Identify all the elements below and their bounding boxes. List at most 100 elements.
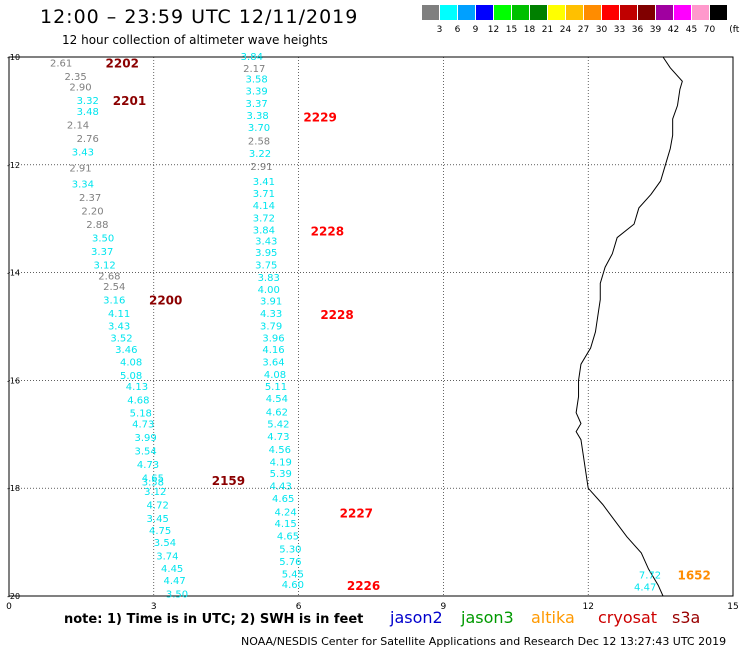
legend-bin-label: 42 bbox=[667, 25, 680, 35]
swh-value: 3.70 bbox=[248, 123, 270, 134]
legend-bin-label: 30 bbox=[595, 25, 608, 35]
swh-value: 2.61 bbox=[50, 58, 72, 69]
swh-value: 3.72 bbox=[253, 214, 275, 225]
swh-value: 3.43 bbox=[255, 236, 277, 247]
swh-value: 3.22 bbox=[249, 149, 271, 160]
swh-value: 4.13 bbox=[126, 382, 148, 393]
swh-value: 3.74 bbox=[156, 552, 178, 563]
legend-bin-label: 18 bbox=[523, 25, 536, 35]
swh-value: 2.68 bbox=[98, 271, 120, 282]
swh-value: 5.08 bbox=[120, 371, 142, 382]
swh-value: 4.65 bbox=[277, 532, 299, 543]
coastline bbox=[575, 56, 683, 597]
swh-value: 4.47 bbox=[634, 582, 656, 593]
legend-swatch bbox=[530, 5, 547, 20]
legend-swatch bbox=[494, 5, 511, 20]
legend-swatch bbox=[584, 5, 601, 20]
swh-value: 3.79 bbox=[260, 321, 282, 332]
pass-time-label: 2229 bbox=[303, 110, 336, 124]
swh-value: 3.64 bbox=[262, 358, 284, 369]
swh-value: 3.95 bbox=[255, 248, 277, 259]
satellite-altika-label: altika bbox=[531, 608, 575, 627]
swh-value: 3.54 bbox=[154, 538, 176, 549]
legend-swatch bbox=[476, 5, 493, 20]
swh-value: 3.43 bbox=[108, 321, 130, 332]
swh-value: 2.88 bbox=[86, 220, 108, 231]
swh-value: 2.54 bbox=[103, 282, 125, 293]
legend-bin-label: 27 bbox=[577, 25, 590, 35]
swh-value: 3.12 bbox=[144, 487, 166, 498]
swh-value: 4.24 bbox=[274, 507, 296, 518]
lat-tick-label: -14 bbox=[7, 269, 20, 278]
swh-value: 3.41 bbox=[253, 177, 275, 188]
legend-swatch bbox=[602, 5, 619, 20]
swh-value: 4.45 bbox=[161, 564, 183, 575]
swh-value: 4.14 bbox=[253, 201, 275, 212]
swh-value: 3.84 bbox=[253, 225, 275, 236]
swh-value: 3.96 bbox=[262, 333, 284, 344]
swh-value: 3.32 bbox=[77, 96, 99, 107]
swh-value: 4.47 bbox=[163, 576, 185, 587]
pass-time-label: 2201 bbox=[113, 94, 146, 108]
swh-value: 2.91 bbox=[69, 163, 91, 174]
swh-value: 3.58 bbox=[246, 75, 268, 86]
pass-time-label: 1652 bbox=[677, 568, 710, 582]
swh-value: 4.73 bbox=[137, 460, 159, 471]
legend-bin-label: 45 bbox=[685, 25, 698, 35]
swh-value: 3.54 bbox=[134, 446, 156, 457]
legend-unit-label: (ft) bbox=[729, 25, 740, 35]
swh-value: 3.50 bbox=[92, 234, 114, 245]
satellite-cryosat-label: cryosat bbox=[598, 608, 658, 627]
swh-value: 3.83 bbox=[258, 273, 280, 284]
swh-value: 5.42 bbox=[267, 420, 289, 431]
swh-value: 3.46 bbox=[115, 345, 137, 356]
lon-tick-label: 9 bbox=[441, 602, 447, 612]
swh-value: 4.73 bbox=[132, 420, 154, 431]
lon-tick-label: 6 bbox=[296, 602, 302, 612]
legend-bin-label: 24 bbox=[559, 25, 572, 35]
swh-value: 2.58 bbox=[248, 137, 270, 148]
legend-swatch bbox=[692, 5, 709, 20]
pass-time-label: 2228 bbox=[311, 225, 344, 239]
legend-bin-label: 33 bbox=[613, 25, 626, 35]
swh-value: 3.37 bbox=[91, 247, 113, 258]
legend-swatch bbox=[440, 5, 457, 20]
satellite-s3a-label: s3a bbox=[672, 608, 701, 627]
swh-value: 4.11 bbox=[108, 309, 130, 320]
pass-time-label: 2159 bbox=[212, 474, 245, 488]
swh-value: 4.75 bbox=[149, 526, 171, 537]
swh-value: 4.73 bbox=[267, 432, 289, 443]
swh-value: 3.91 bbox=[260, 297, 282, 308]
swh-value: 3.58 bbox=[142, 478, 164, 489]
swh-value: 4.15 bbox=[274, 519, 296, 530]
legend-bin-label: 21 bbox=[541, 25, 554, 35]
lat-tick-label: -18 bbox=[7, 484, 20, 493]
swh-value: 5.11 bbox=[265, 382, 287, 393]
swh-value: 3.12 bbox=[93, 261, 115, 272]
legend-bin-label: 6 bbox=[454, 25, 461, 35]
swh-value: 4.68 bbox=[127, 395, 149, 406]
swh-value: 5.18 bbox=[130, 409, 152, 420]
swh-value: 4.60 bbox=[282, 580, 304, 591]
swh-value: 3.16 bbox=[103, 296, 125, 307]
swh-value: 3.52 bbox=[110, 333, 132, 344]
swh-value: 3.39 bbox=[246, 86, 268, 97]
swh-value: 2.37 bbox=[79, 193, 101, 204]
legend-swatch bbox=[620, 5, 637, 20]
legend-swatch bbox=[458, 5, 475, 20]
swh-value: 4.62 bbox=[266, 408, 288, 419]
legend-swatch bbox=[512, 5, 529, 20]
satellite-jason3-label: jason3 bbox=[461, 608, 514, 627]
swh-value: 4.54 bbox=[266, 394, 288, 405]
swh-value: 4.56 bbox=[269, 445, 291, 456]
swh-value: 4.65 bbox=[142, 473, 164, 484]
lat-tick-label: -12 bbox=[7, 161, 20, 170]
swh-value: 3.99 bbox=[134, 433, 156, 444]
swh-value: 7.72 bbox=[639, 570, 661, 581]
legend-bin-label: 36 bbox=[631, 25, 644, 35]
pass-time-label: 2228 bbox=[320, 308, 353, 322]
swh-value: 4.16 bbox=[262, 345, 284, 356]
legend-bin-label: 12 bbox=[487, 25, 500, 35]
legend-swatch bbox=[548, 5, 565, 20]
